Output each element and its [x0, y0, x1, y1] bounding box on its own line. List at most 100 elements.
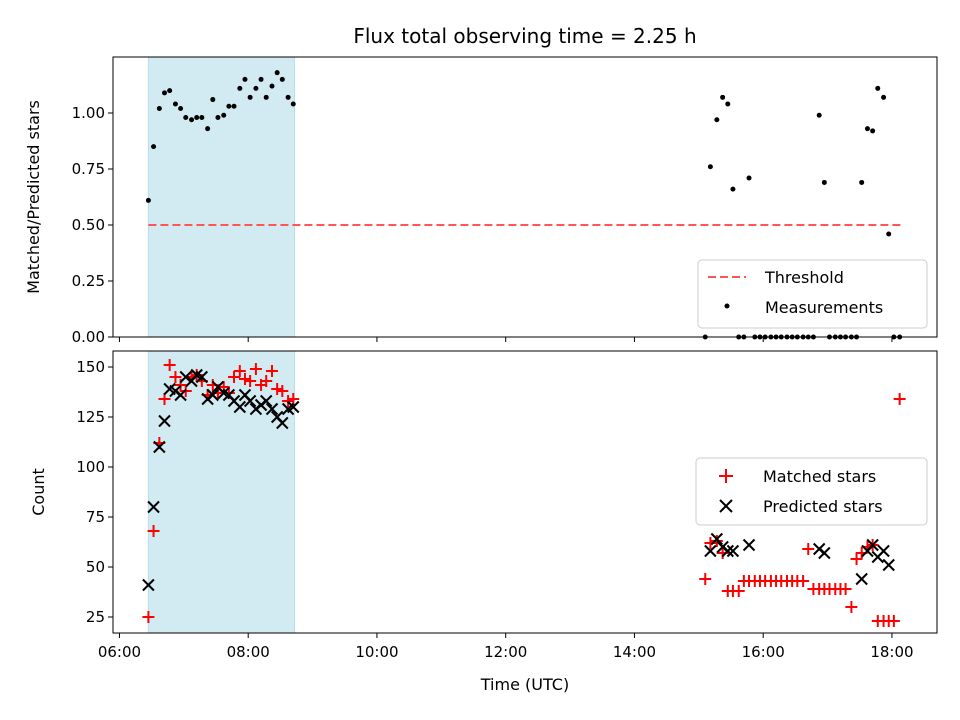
predicted-star-point: [179, 370, 192, 384]
measurement-point: [725, 101, 731, 107]
matched-star-point: [244, 375, 257, 387]
measurement-point: [870, 128, 876, 134]
matched-star-point: [260, 375, 273, 387]
matched-star-point: [710, 535, 723, 547]
bottom-y-ticks: 25 50 75 100 125 150: [76, 358, 113, 626]
measurement-point: [714, 117, 720, 123]
predicted-star-point: [260, 394, 273, 408]
y-tick-label: 125: [76, 408, 105, 426]
measurement-point: [881, 94, 887, 100]
measurement-point: [183, 114, 189, 120]
x-tick-label: 12:00: [484, 643, 527, 661]
y-tick-label: 0.50: [72, 216, 105, 234]
legend-predicted-label: Predicted stars: [763, 497, 883, 516]
top-y-ticks: 0.00 0.25 0.50 0.75 1.00: [72, 104, 113, 346]
measurement-point: [720, 94, 726, 100]
measurement-point: [172, 101, 178, 107]
legend-measurements-swatch: [724, 303, 730, 309]
matched-star-point: [287, 393, 300, 405]
measurement-point: [816, 112, 822, 118]
predicted-star-point: [818, 546, 831, 560]
predicted-star-point: [276, 416, 289, 430]
predicted-star-point: [742, 538, 756, 552]
top-panel: 0.00 0.25 0.50 0.75 1.00 Matched/Predicted s…: [24, 56, 938, 346]
predicted-star-point: [206, 388, 219, 402]
matched-star-point: [147, 525, 160, 537]
measurement-point: [707, 164, 713, 170]
matched-star-point: [845, 601, 858, 613]
measurement-point: [145, 197, 151, 203]
matched-star-point: [276, 385, 289, 397]
y-tick-label: 75: [86, 508, 105, 526]
measurement-point: [821, 179, 827, 185]
matched-star-point: [797, 575, 810, 587]
measurement-point: [189, 117, 195, 123]
x-tick-label: 18:00: [870, 643, 913, 661]
bottom-legend-box: [695, 457, 928, 526]
measurement-point: [199, 114, 205, 120]
x-tick-label: 06:00: [98, 643, 141, 661]
measurement-point: [205, 126, 211, 132]
matched-star-point: [238, 373, 251, 385]
x-tick-label: 14:00: [613, 643, 656, 661]
measurement-point: [730, 186, 736, 192]
measurement-point: [886, 231, 892, 237]
top-x-ticks: [118, 337, 893, 342]
matched-star-point: [850, 553, 863, 565]
top-axes-frame: [112, 56, 938, 338]
matched-star-point: [142, 611, 155, 623]
bottom-y-axis-label: Count: [29, 468, 48, 516]
predicted-star-point: [721, 544, 734, 558]
predicted-star-point: [174, 388, 187, 402]
measurement-point: [864, 126, 870, 132]
legend-predicted-swatch: [719, 499, 733, 513]
bottom-legend: Matched stars Predicted stars: [695, 457, 928, 526]
predicted-stars-points: [142, 368, 895, 592]
matched-star-point: [802, 543, 815, 555]
y-tick-label: 0.00: [72, 328, 105, 346]
predicted-star-point: [726, 544, 740, 558]
y-tick-label: 150: [76, 358, 105, 376]
matched-star-point: [839, 583, 852, 595]
legend-matched-label: Matched stars: [763, 467, 876, 486]
predicted-star-point: [265, 402, 279, 416]
top-shaded-span: [147, 56, 296, 338]
measurement-point: [746, 175, 752, 181]
x-axis-label: Time (UTC): [480, 675, 569, 694]
measurement-point: [221, 112, 227, 118]
measurement-point: [253, 85, 259, 91]
measurement-point: [151, 144, 157, 150]
measurement-point: [242, 76, 248, 82]
matched-star-point: [233, 365, 246, 377]
bottom-x-ticks: 06:00 08:00 10:00 12:00 14:00 16:00 18:00: [98, 633, 914, 661]
measurement-point: [162, 90, 167, 96]
matched-star-point: [266, 365, 279, 377]
matched-star-point: [704, 537, 717, 549]
measurement-point: [263, 94, 269, 100]
x-tick-label: 16:00: [742, 643, 785, 661]
y-tick-label: 0.25: [72, 272, 105, 290]
measurement-point: [167, 88, 173, 94]
measurement-point: [194, 114, 200, 120]
measurement-point: [215, 114, 221, 120]
predicted-star-point: [195, 370, 209, 384]
matched-star-point: [163, 359, 176, 371]
y-tick-label: 0.75: [72, 160, 105, 178]
top-legend: Threshold Measurements: [697, 259, 928, 329]
predicted-star-point: [153, 440, 166, 454]
predicted-star-point: [710, 532, 724, 546]
measurement-point: [859, 179, 865, 185]
y-tick-label: 25: [86, 608, 105, 626]
matched-star-point: [249, 363, 262, 375]
predicted-star-point: [233, 400, 247, 414]
predicted-star-point: [158, 414, 171, 428]
predicted-star-point: [287, 400, 300, 414]
measurement-point: [210, 97, 216, 103]
measurement-point: [231, 103, 237, 109]
matched-star-point: [887, 615, 900, 627]
matched-star-point: [893, 393, 906, 405]
measurement-point: [285, 94, 291, 100]
matched-star-point: [282, 395, 295, 407]
measurement-point: [156, 106, 162, 112]
measurement-point: [178, 106, 184, 112]
